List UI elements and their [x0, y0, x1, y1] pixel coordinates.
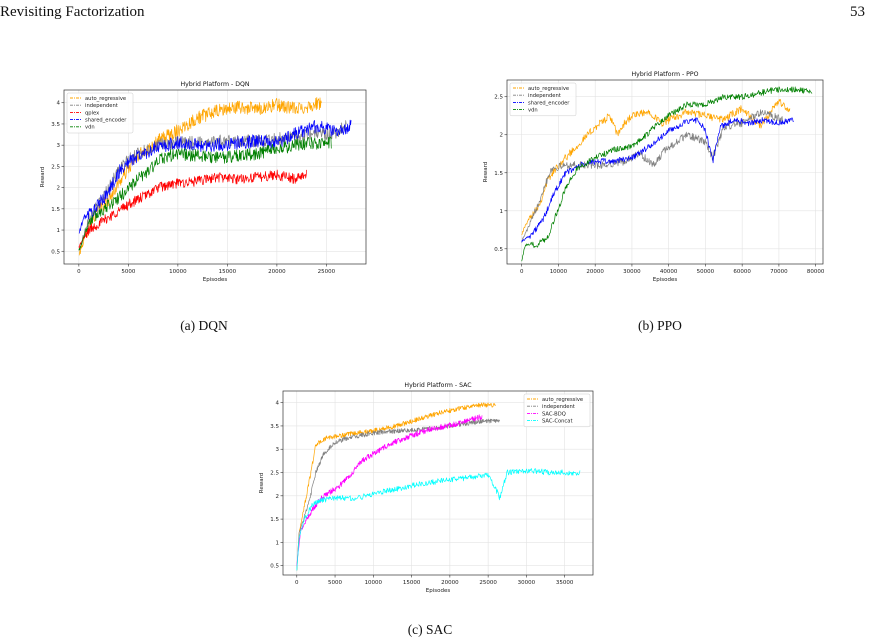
chart-title: Hybrid Platform - SAC — [404, 382, 471, 389]
x-tick-label: 0 — [520, 269, 524, 275]
series-line-independent — [296, 418, 500, 571]
y-tick-label: 2 — [276, 494, 280, 500]
y-axis-label: Reward — [40, 167, 46, 187]
chart-sac: 0 5000 10000 15000 20000 25000 30000 35000 0.5 1 1… — [259, 382, 594, 594]
legend-label: auto_regressive — [542, 397, 583, 403]
y-tick-label: 1 — [500, 209, 504, 215]
series-line-qplex — [78, 169, 307, 249]
x-tick-label: 15000 — [403, 580, 421, 586]
y-tick-label: 2.5 — [494, 95, 503, 101]
x-tick-label: 50000 — [697, 269, 715, 275]
x-axis-label: Episodes — [426, 588, 451, 594]
plot-frame — [63, 89, 367, 265]
x-tick-label: 35000 — [556, 580, 574, 586]
legend-label: SAC-BDQ — [542, 411, 566, 417]
figure-dqn: 0 5000 10000 15000 20000 25000 0.5 1 1.5 2 2.5 3 3.5… — [34, 76, 374, 294]
plot-frame — [506, 79, 824, 265]
series-line-independent — [78, 120, 347, 251]
x-axis-label: Episodes — [203, 277, 228, 283]
y-tick-label: 4 — [57, 101, 61, 107]
x-tick-label: 5000 — [121, 269, 135, 275]
x-tick-label: 20000 — [586, 269, 604, 275]
y-tick-label: 0.5 — [494, 247, 503, 253]
figure-sac: 0 5000 10000 15000 20000 25000 30000 35000 0.5 1 1… — [253, 377, 601, 605]
legend-label: vdn — [528, 108, 538, 114]
chart-dqn: 0 5000 10000 15000 20000 25000 0.5 1 1.5 2 2.5 3 3.5… — [40, 81, 367, 283]
y-axis-label: Reward — [259, 473, 265, 493]
x-tick-label: 20000 — [268, 269, 286, 275]
x-tick-label: 70000 — [770, 269, 788, 275]
series-line-independent — [521, 109, 783, 243]
x-tick-label: 25000 — [479, 580, 497, 586]
legend-box — [509, 82, 577, 117]
chart-title: Hybrid Platform - PPO — [632, 71, 699, 78]
y-tick-label: 4 — [276, 401, 280, 407]
figure-ppo: 0 10000 20000 30000 40000 50000 60000 70000 8000… — [477, 66, 831, 294]
series-line-shared-encoder — [521, 117, 794, 243]
series-line-shared-encoder — [78, 119, 352, 234]
x-tick-label: 25000 — [318, 269, 336, 275]
plot-frame — [282, 390, 594, 576]
legend-label: independent — [528, 93, 561, 99]
series-line-vdn — [78, 136, 332, 251]
y-tick-label: 3 — [276, 447, 280, 453]
y-tick-label: 1 — [57, 228, 61, 234]
y-tick-label: 3 — [57, 143, 61, 149]
legend-box — [523, 393, 591, 428]
y-tick-label: 2.5 — [270, 471, 279, 477]
y-tick-label: 2.5 — [51, 164, 60, 170]
x-tick-label: 80000 — [807, 269, 825, 275]
y-tick-label: 1.5 — [270, 517, 279, 523]
legend-label: SAC-Concat — [542, 419, 573, 425]
x-tick-label: 60000 — [733, 269, 751, 275]
y-tick-label: 2 — [57, 186, 61, 192]
x-tick-label: 30000 — [623, 269, 641, 275]
y-tick-label: 3.5 — [51, 122, 60, 128]
chart-title: Hybrid Platform - DQN — [181, 81, 250, 88]
y-tick-label: 1.5 — [494, 171, 503, 177]
legend-label: shared_encoder — [85, 118, 127, 124]
x-tick-label: 15000 — [219, 269, 237, 275]
y-axis-label: Reward — [483, 162, 489, 182]
legend-label: independent — [85, 103, 118, 109]
caption-sac: (c) SAC — [407, 622, 453, 637]
running-head: Revisiting Factorization — [0, 4, 145, 20]
legend-label: auto_regressive — [85, 96, 126, 102]
x-tick-label: 30000 — [518, 580, 536, 586]
x-tick-label: 0 — [77, 269, 81, 275]
caption-ppo: (b) PPO — [638, 318, 682, 333]
series-line-auto-regressive — [296, 402, 496, 571]
legend-label: auto_regressive — [528, 86, 569, 92]
page-number: 53 — [850, 4, 865, 20]
y-tick-label: 0.5 — [270, 564, 279, 570]
legend-box — [66, 92, 134, 134]
series-line-auto-regressive — [521, 98, 791, 236]
x-tick-label: 10000 — [550, 269, 568, 275]
y-tick-label: 0.5 — [51, 249, 60, 255]
legend: auto_regressiveindependentshared_encoder… — [509, 82, 577, 117]
legend-label: independent — [542, 404, 575, 410]
x-axis-label: Episodes — [653, 277, 678, 283]
series-line-vdn — [521, 86, 813, 262]
series-line-sac-concat — [296, 468, 581, 571]
x-tick-label: 20000 — [441, 580, 459, 586]
legend-label: shared_encoder — [528, 100, 570, 106]
caption-dqn: (a) DQN — [180, 318, 228, 333]
legend-label: qplex — [85, 110, 99, 116]
legend-label: vdn — [85, 125, 95, 131]
chart-ppo: 0 10000 20000 30000 40000 50000 60000 70000 8000… — [483, 71, 825, 283]
x-tick-label: 10000 — [365, 580, 383, 586]
x-tick-label: 40000 — [660, 269, 678, 275]
y-tick-label: 3.5 — [270, 424, 279, 430]
x-tick-label: 5000 — [328, 580, 342, 586]
x-tick-label: 10000 — [169, 269, 187, 275]
y-tick-label: 2 — [500, 133, 504, 139]
x-tick-label: 0 — [295, 580, 299, 586]
y-tick-label: 1.5 — [51, 207, 60, 213]
series-line-auto-regressive — [78, 97, 322, 256]
y-tick-label: 1 — [276, 540, 280, 546]
series-line-sac-bdq — [296, 414, 483, 566]
